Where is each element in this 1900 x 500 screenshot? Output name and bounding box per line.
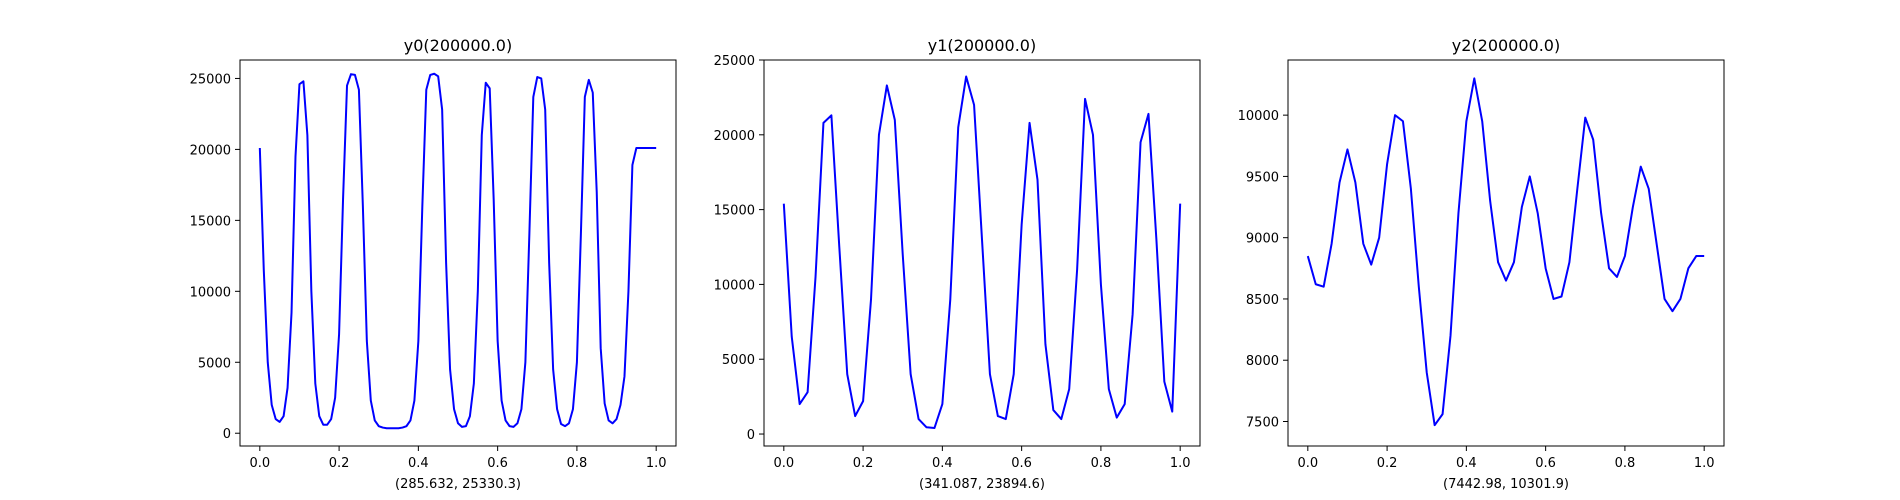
x-tick-label: 0.4 bbox=[932, 456, 953, 471]
y-tick-label: 10000 bbox=[190, 285, 231, 300]
y-tick-label: 20000 bbox=[190, 143, 231, 158]
y-tick-label: 0 bbox=[747, 428, 755, 443]
chart-title: y2(200000.0) bbox=[1452, 36, 1560, 55]
x-axis-label: (7442.98, 10301.9) bbox=[1443, 477, 1569, 492]
chart-panel-1: y1(200000.0) 0.0 0.2 0.4 0.6 0.8 1.0 0 5000 10000… bbox=[714, 36, 1201, 492]
x-tick-label: 1.0 bbox=[646, 456, 667, 471]
x-tick-label: 0.4 bbox=[408, 456, 429, 471]
y-tick-label: 8500 bbox=[1246, 293, 1279, 308]
chart-panel-2: y2(200000.0) 0.0 0.2 0.4 0.6 0.8 1.0 7500 8000 85… bbox=[1238, 36, 1725, 492]
chart-title: y1(200000.0) bbox=[928, 36, 1036, 55]
x-tick-label: 0.6 bbox=[1011, 456, 1032, 471]
x-tick-label: 0.4 bbox=[1456, 456, 1477, 471]
series-line bbox=[782, 75, 1182, 430]
y-tick-label: 0 bbox=[223, 427, 231, 442]
y-tick-label: 15000 bbox=[714, 204, 755, 219]
x-tick-label: 0.0 bbox=[773, 456, 794, 471]
x-tick-label: 0.6 bbox=[1535, 456, 1556, 471]
y-tick-label: 25000 bbox=[190, 72, 231, 87]
x-tick-label: 0.8 bbox=[1615, 456, 1636, 471]
axes-frame bbox=[763, 59, 1201, 447]
chart-title: y0(200000.0) bbox=[404, 36, 512, 55]
axes-frame bbox=[1287, 59, 1725, 447]
y-tick-label: 10000 bbox=[1238, 109, 1279, 124]
y-tick-label: 10000 bbox=[714, 278, 755, 293]
x-tick-label: 0.2 bbox=[853, 456, 874, 471]
y-tick-label: 5000 bbox=[198, 356, 231, 371]
x-tick-label: 0.6 bbox=[487, 456, 508, 471]
x-tick-label: 0.2 bbox=[1377, 456, 1398, 471]
x-tick-label: 0.0 bbox=[1297, 456, 1318, 471]
x-tick-label: 0.0 bbox=[249, 456, 270, 471]
y-tick-label: 15000 bbox=[190, 214, 231, 229]
series-line bbox=[1306, 77, 1705, 427]
y-tick-label: 7500 bbox=[1246, 415, 1279, 430]
x-axis-label: (285.632, 25330.3) bbox=[395, 477, 521, 492]
series-line bbox=[258, 72, 657, 430]
x-tick-label: 0.8 bbox=[1091, 456, 1112, 471]
x-tick-label: 1.0 bbox=[1694, 456, 1715, 471]
chart-panel-0: y0(200000.0) 0.0 0.2 0.4 0.6 0.8 1.0 0 5000 10000… bbox=[190, 36, 677, 492]
y-tick-label: 8000 bbox=[1246, 354, 1279, 369]
x-tick-label: 1.0 bbox=[1170, 456, 1191, 471]
y-tick-label: 20000 bbox=[714, 129, 755, 144]
x-axis-label: (341.087, 23894.6) bbox=[919, 477, 1045, 492]
x-tick-label: 0.2 bbox=[329, 456, 350, 471]
y-tick-label: 5000 bbox=[722, 353, 755, 368]
y-tick-label: 25000 bbox=[714, 54, 755, 69]
y-tick-label: 9500 bbox=[1246, 170, 1279, 185]
y-tick-label: 9000 bbox=[1246, 232, 1279, 247]
x-tick-label: 0.8 bbox=[567, 456, 588, 471]
axes-frame bbox=[239, 59, 677, 447]
